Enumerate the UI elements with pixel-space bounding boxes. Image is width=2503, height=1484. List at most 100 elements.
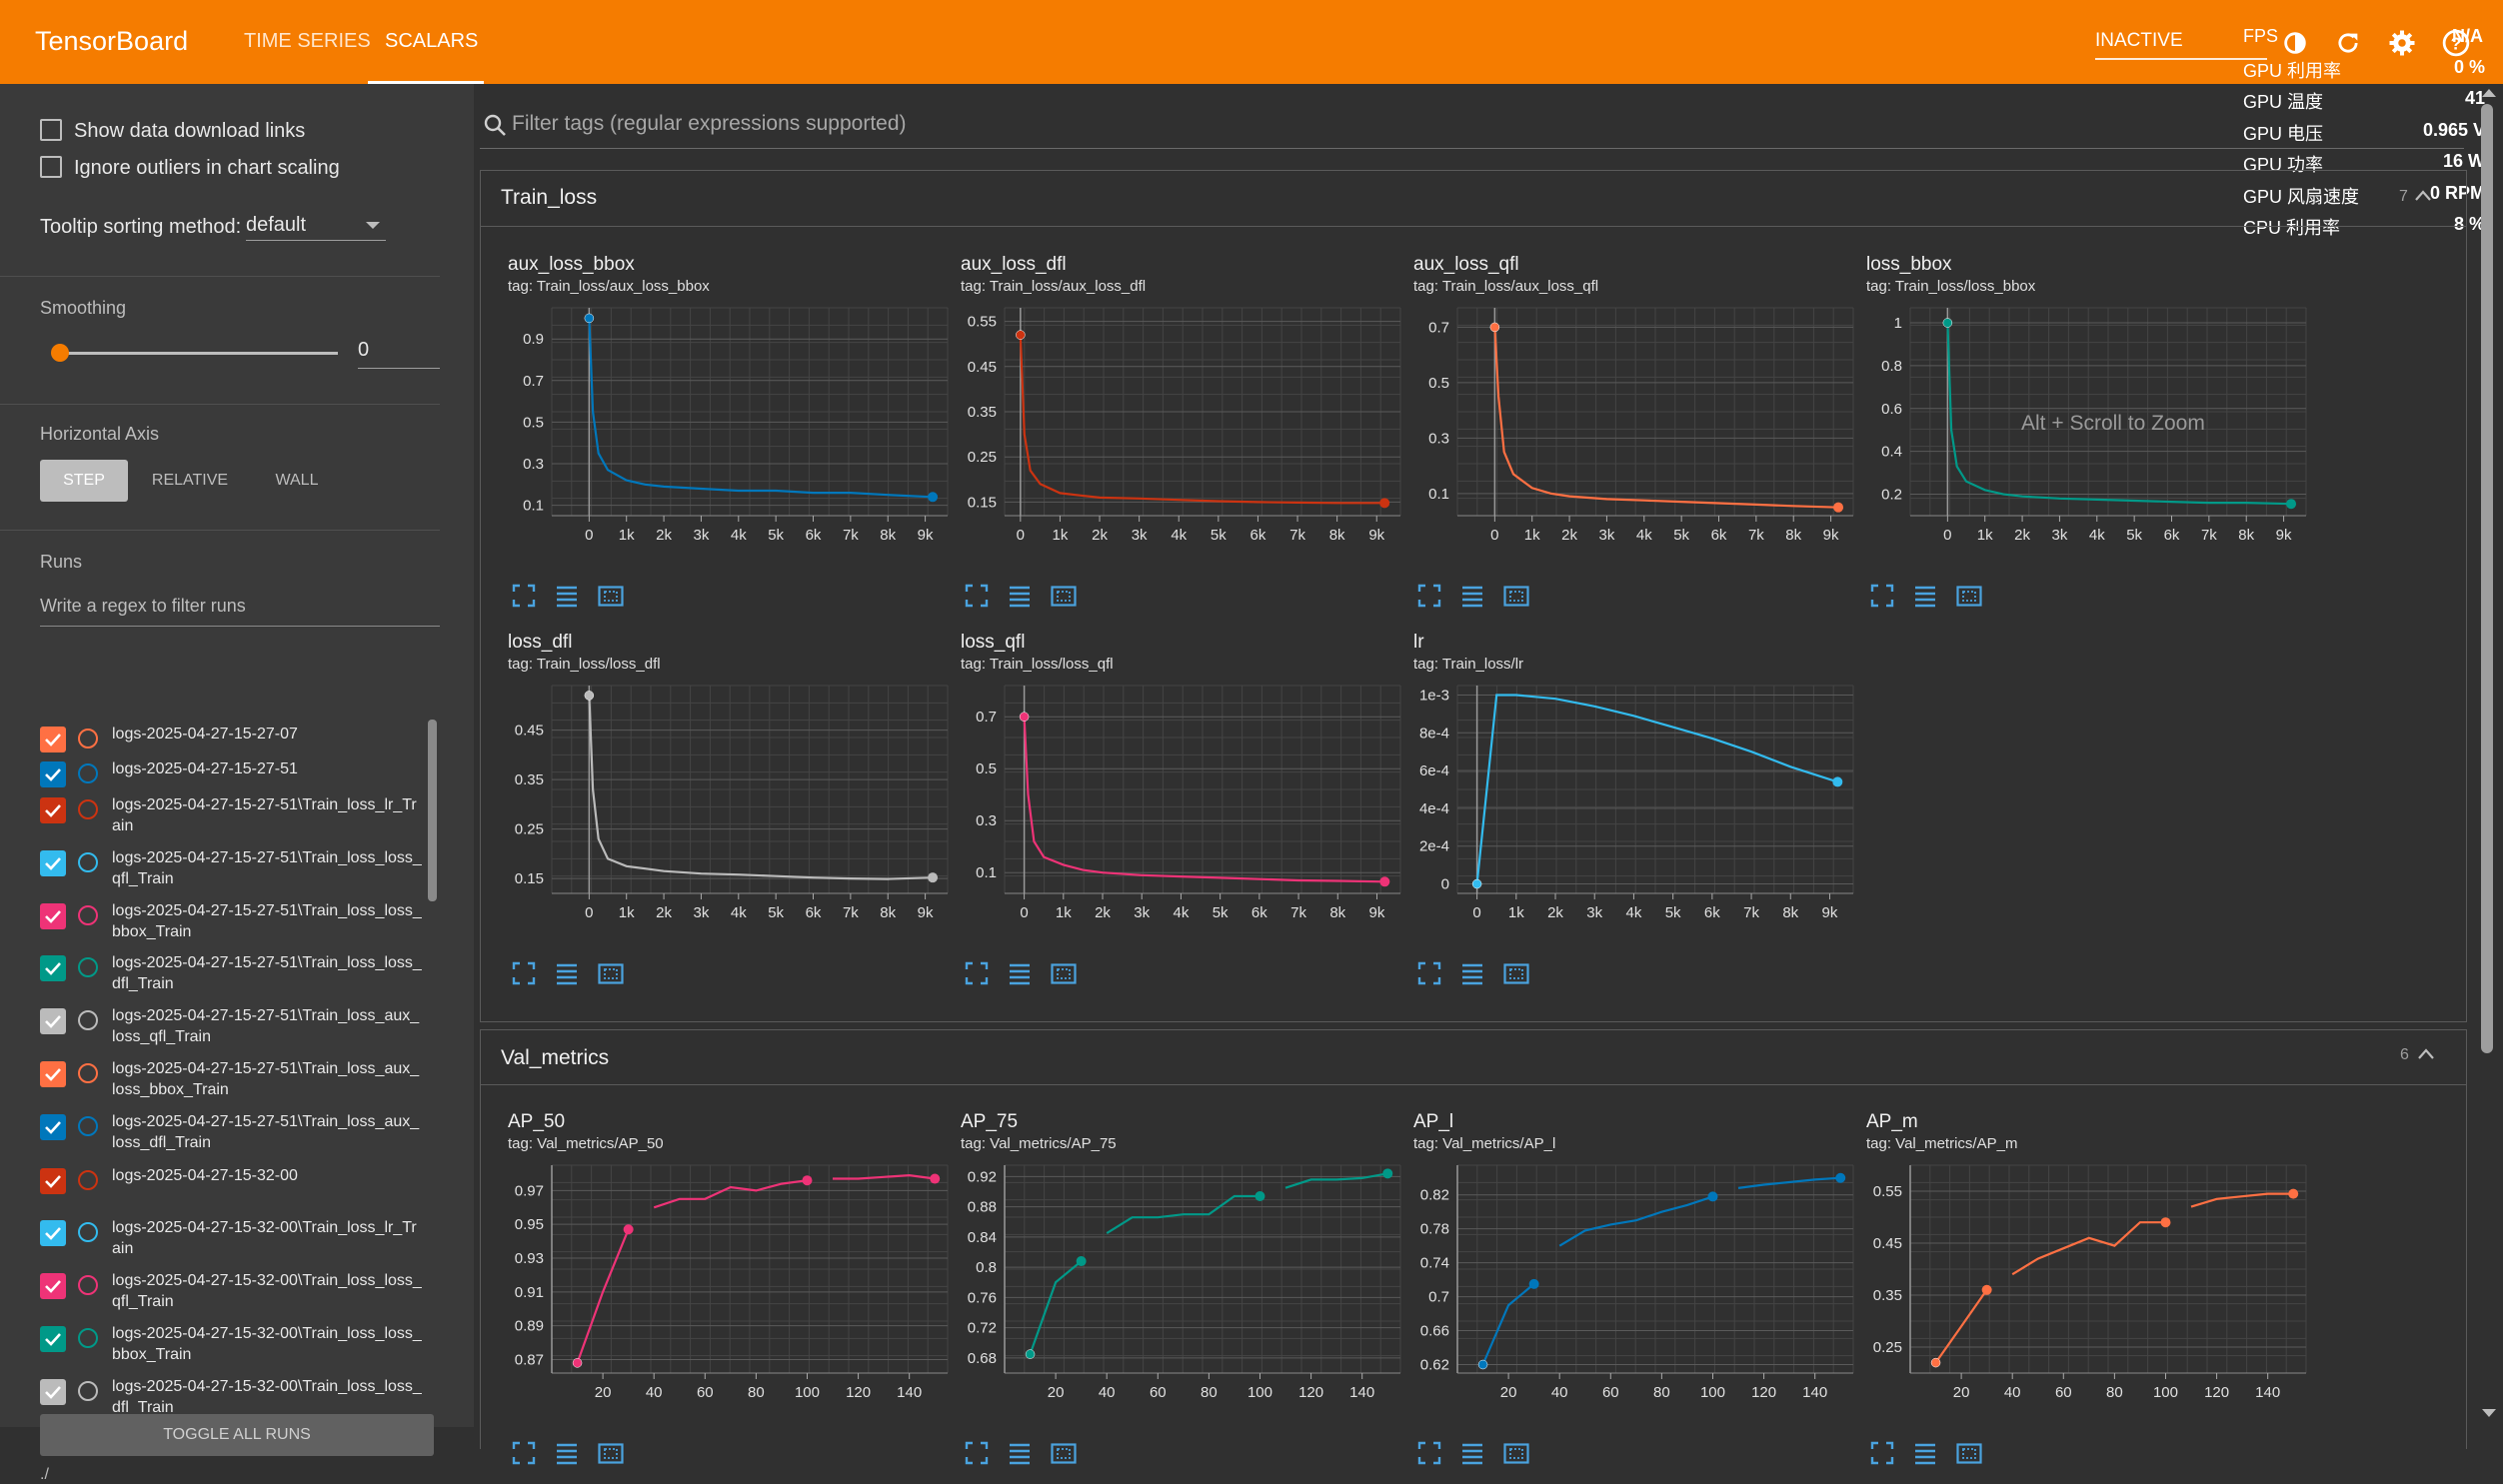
fit-domain-icon[interactable] <box>1956 584 1984 610</box>
log-scale-icon[interactable] <box>1460 961 1488 987</box>
run-checkbox[interactable] <box>40 1114 66 1140</box>
run-checkbox[interactable] <box>40 903 66 929</box>
fit-domain-icon[interactable] <box>1051 584 1079 610</box>
fit-domain-icon[interactable] <box>1051 961 1079 987</box>
log-scale-icon[interactable] <box>555 584 583 610</box>
run-color-swatch[interactable] <box>78 852 98 872</box>
run-color-swatch[interactable] <box>78 1381 98 1401</box>
run-checkbox[interactable] <box>40 1220 66 1246</box>
chart-plot[interactable]: 20 40 60 80 100 120 140 0.68 0.72 0.76 0.8 0.84 0.88… <box>933 1149 1402 1479</box>
group-title[interactable]: Val_metrics <box>501 1046 610 1069</box>
fullscreen-icon[interactable] <box>512 584 540 610</box>
chart-plot[interactable]: 0 1k 2k 3k 4k 5k 6k 7k 8k 9k 0.1 0.3 0.5 0.7 0.9 <box>480 292 950 622</box>
fullscreen-icon[interactable] <box>1417 961 1445 987</box>
run-color-swatch[interactable] <box>78 957 98 977</box>
chart-plot[interactable]: 0 1k 2k 3k 4k 5k 6k 7k 8k 9k 0.1 0.3 0.5 0.7 <box>1385 292 1855 622</box>
tag-filter-input[interactable]: Filter tags (regular expressions support… <box>480 108 2464 149</box>
chart-plot[interactable]: 0 1k 2k 3k 4k 5k 6k 7k 8k 9k 0 2e-4 4e-4 6e-4 8e-4 1e-3 <box>1385 670 1855 999</box>
reload-icon[interactable] <box>2331 26 2365 60</box>
log-scale-icon[interactable] <box>1913 1441 1941 1467</box>
toggle-all-runs-button[interactable]: TOGGLE ALL RUNS <box>40 1414 434 1456</box>
chart-plot[interactable]: 0 1k 2k 3k 4k 5k 6k 7k 8k 9k 0.2 0.4 0.6 0.8 1 <box>1838 292 2308 622</box>
show-download-links-checkbox[interactable] <box>40 119 62 141</box>
log-scale-icon[interactable] <box>1460 584 1488 610</box>
group-title[interactable]: Train_loss <box>501 186 598 209</box>
smoothing-slider-track[interactable] <box>60 352 338 355</box>
log-scale-icon[interactable] <box>1008 961 1036 987</box>
run-color-swatch[interactable] <box>78 799 98 819</box>
fullscreen-icon[interactable] <box>1870 584 1898 610</box>
log-scale-icon[interactable] <box>555 1441 583 1467</box>
run-color-swatch[interactable] <box>78 905 98 925</box>
chevron-up-icon[interactable] <box>2418 1048 2434 1060</box>
run-color-swatch[interactable] <box>78 1328 98 1348</box>
fit-domain-icon[interactable] <box>1051 1441 1079 1467</box>
run-color-swatch[interactable] <box>78 1275 98 1295</box>
tab-time-series[interactable]: TIME SERIES <box>244 30 371 52</box>
run-color-swatch[interactable] <box>78 763 98 783</box>
plugin-select-inactive[interactable]: INACTIVE <box>2095 30 2183 51</box>
help-icon[interactable]: ? <box>2439 26 2473 60</box>
chart-plot[interactable]: 20 40 60 80 100 120 140 0.62 0.66 0.7 0.74 0.78 0.82 <box>1385 1149 1855 1479</box>
run-color-swatch[interactable] <box>78 1222 98 1242</box>
fullscreen-icon[interactable] <box>1417 1441 1445 1467</box>
scroll-up-arrow-icon[interactable] <box>2481 88 2497 98</box>
chevron-up-icon[interactable] <box>2415 190 2431 202</box>
log-scale-icon[interactable] <box>555 961 583 987</box>
log-scale-icon[interactable] <box>1008 584 1036 610</box>
fullscreen-icon[interactable] <box>965 961 993 987</box>
tab-scalars[interactable]: SCALARS <box>385 30 479 52</box>
chart-plot[interactable]: 0 1k 2k 3k 4k 5k 6k 7k 8k 9k 0.1 0.3 0.5 0.7 <box>933 670 1402 999</box>
run-checkbox[interactable] <box>40 1008 66 1034</box>
chart-plot[interactable]: 0 1k 2k 3k 4k 5k 6k 7k 8k 9k 0.15 0.25 0.35 0.45 <box>480 670 950 999</box>
run-checkbox[interactable] <box>40 1061 66 1087</box>
scroll-down-arrow-icon[interactable] <box>2481 1408 2497 1418</box>
run-checkbox[interactable] <box>40 1168 66 1194</box>
runs-scrollbar[interactable] <box>428 720 437 901</box>
fullscreen-icon[interactable] <box>512 1441 540 1467</box>
run-checkbox[interactable] <box>40 1326 66 1352</box>
run-checkbox[interactable] <box>40 1379 66 1405</box>
run-color-swatch[interactable] <box>78 1063 98 1083</box>
fit-domain-icon[interactable] <box>1503 961 1531 987</box>
chart-plot[interactable]: 20 40 60 80 100 120 140 0.25 0.35 0.45 0.55 <box>1838 1149 2308 1479</box>
smoothing-slider-thumb[interactable] <box>51 344 69 362</box>
axis-relative-button[interactable]: RELATIVE <box>151 472 229 489</box>
run-color-swatch[interactable] <box>78 1170 98 1190</box>
main-scrollbar-thumb[interactable] <box>2481 104 2493 1053</box>
run-checkbox[interactable] <box>40 727 66 752</box>
axis-step-button[interactable]: STEP <box>40 460 128 502</box>
run-color-swatch[interactable] <box>78 1010 98 1030</box>
run-color-swatch[interactable] <box>78 1116 98 1136</box>
fullscreen-icon[interactable] <box>1417 584 1445 610</box>
brand-logo[interactable]: TensorBoard <box>35 26 189 56</box>
run-color-swatch[interactable] <box>78 729 98 748</box>
run-checkbox[interactable] <box>40 850 66 876</box>
settings-gear-icon[interactable] <box>2385 26 2419 60</box>
fullscreen-icon[interactable] <box>1870 1441 1898 1467</box>
fit-domain-icon[interactable] <box>598 1441 626 1467</box>
tooltip-sorting-select[interactable]: default <box>246 212 386 241</box>
log-scale-icon[interactable] <box>1913 584 1941 610</box>
fullscreen-icon[interactable] <box>965 1441 993 1467</box>
main-scrollbar[interactable] <box>2479 84 2499 1427</box>
fit-domain-icon[interactable] <box>1956 1441 1984 1467</box>
fit-domain-icon[interactable] <box>1503 584 1531 610</box>
log-scale-icon[interactable] <box>1008 1441 1036 1467</box>
chart-plot[interactable]: 20 40 60 80 100 120 140 0.87 0.89 0.91 0.93 0.95 0.9… <box>480 1149 950 1479</box>
fullscreen-icon[interactable] <box>512 961 540 987</box>
run-checkbox[interactable] <box>40 797 66 823</box>
ignore-outliers-checkbox[interactable] <box>40 156 62 178</box>
chart-plot[interactable]: 0 1k 2k 3k 4k 5k 6k 7k 8k 9k 0.15 0.25 0.35 0.45 0.55 <box>933 292 1402 622</box>
theme-toggle-icon[interactable] <box>2278 26 2312 60</box>
log-scale-icon[interactable] <box>1460 1441 1488 1467</box>
run-checkbox[interactable] <box>40 1273 66 1299</box>
smoothing-input[interactable]: 0 <box>358 332 440 369</box>
fit-domain-icon[interactable] <box>598 961 626 987</box>
fit-domain-icon[interactable] <box>1503 1441 1531 1467</box>
fit-domain-icon[interactable] <box>598 584 626 610</box>
runs-filter-input[interactable]: Write a regex to filter runs <box>40 586 440 627</box>
fullscreen-icon[interactable] <box>965 584 993 610</box>
run-checkbox[interactable] <box>40 761 66 787</box>
run-checkbox[interactable] <box>40 955 66 981</box>
